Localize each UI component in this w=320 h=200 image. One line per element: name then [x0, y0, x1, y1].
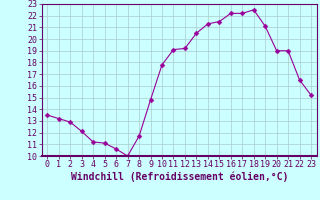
X-axis label: Windchill (Refroidissement éolien,°C): Windchill (Refroidissement éolien,°C): [70, 172, 288, 182]
